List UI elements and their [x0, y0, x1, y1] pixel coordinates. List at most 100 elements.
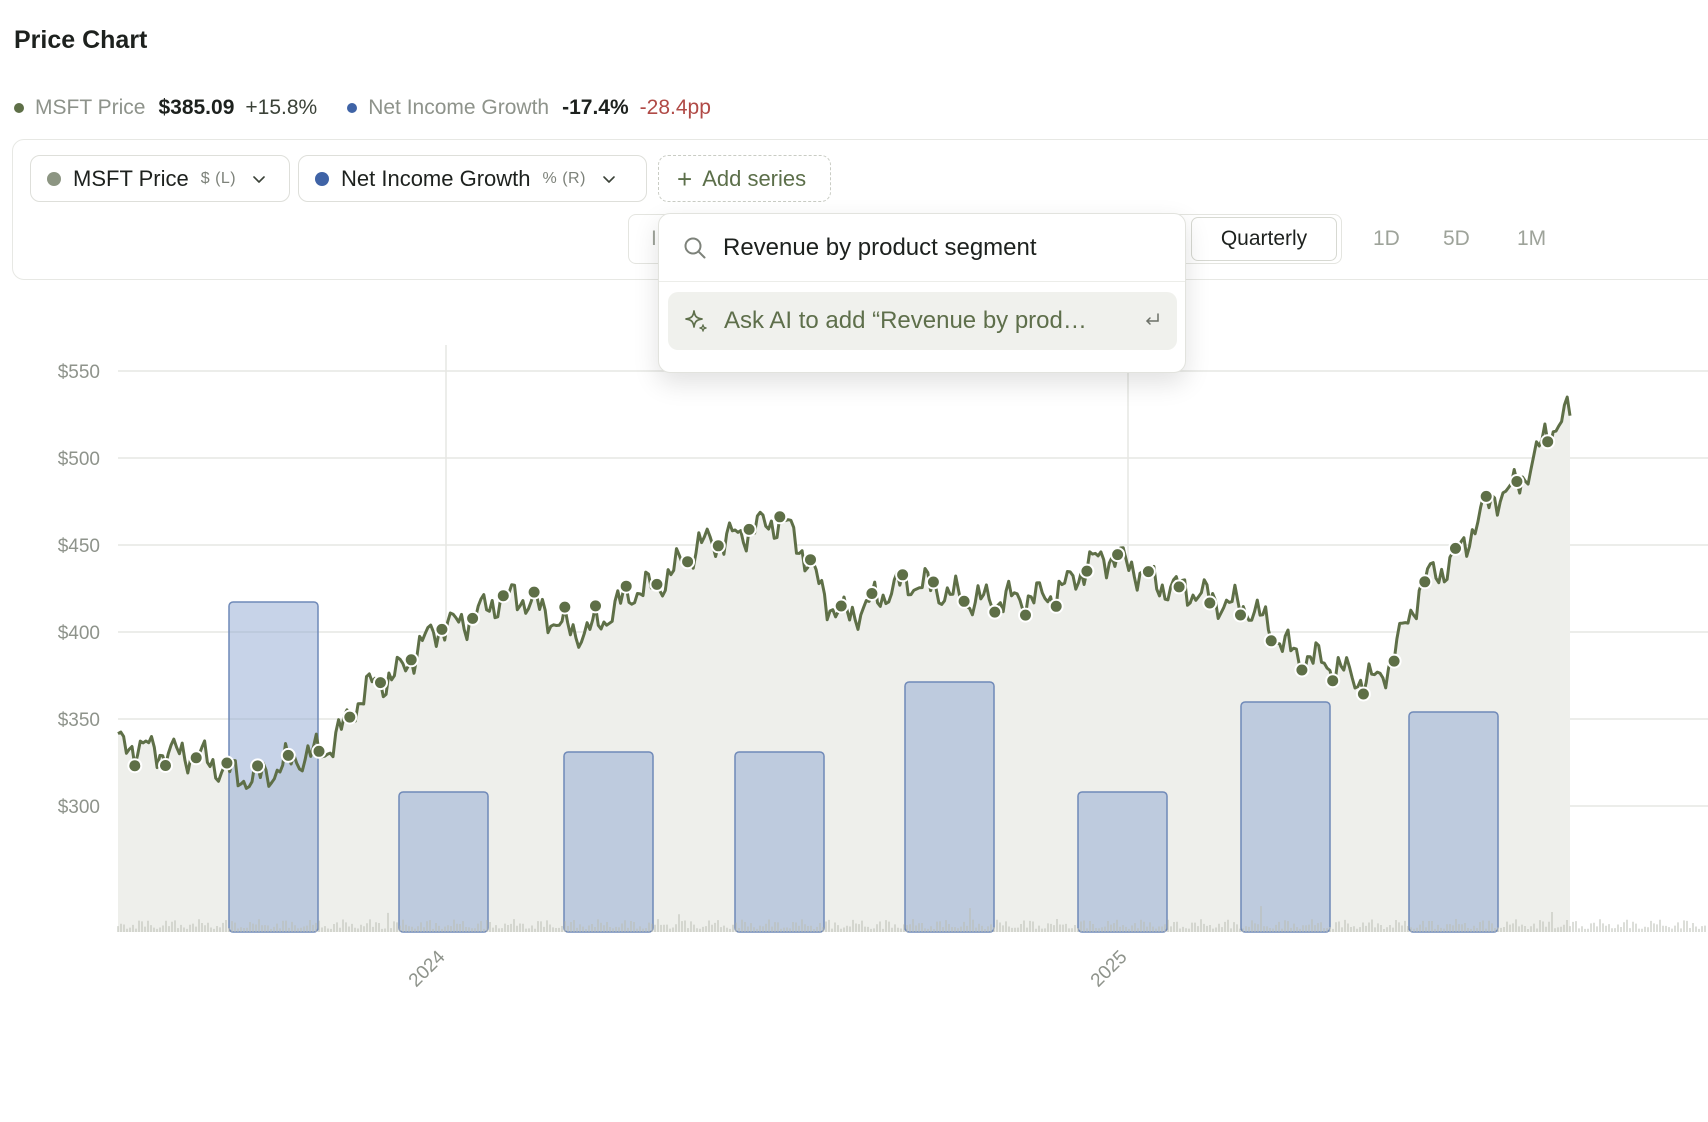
y-tick-label: $300: [58, 797, 100, 818]
price-area: [118, 397, 1570, 933]
net-income-growth-bar: [1240, 701, 1331, 933]
chip-label: Net Income Growth: [341, 165, 531, 191]
price-marker: [1478, 488, 1494, 504]
plus-icon: +: [677, 163, 693, 194]
price-marker: [219, 755, 235, 771]
chip-axis: $ (L): [200, 169, 237, 187]
legend-name-growth: Net Income Growth: [368, 96, 550, 119]
price-marker: [618, 578, 634, 594]
price-chart[interactable]: $300 $350 $400 $450 $500 $550 2024 2025: [0, 290, 1708, 1122]
chart-line-layer: [117, 395, 1572, 790]
ask-ai-add-label: Ask AI to add “Revenue by prod…: [724, 307, 1087, 334]
price-marker: [127, 758, 143, 774]
y-tick-label: $350: [58, 710, 100, 731]
chart-bar-layer: [228, 601, 1499, 933]
price-marker: [588, 598, 603, 614]
x-tick-label: 2024: [405, 946, 450, 991]
price-marker: [864, 586, 880, 601]
legend-change-growth: -28.4pp: [639, 96, 711, 119]
price-marker: [250, 758, 266, 774]
chip-label: MSFT Price: [73, 165, 189, 191]
price-marker: [495, 588, 511, 604]
price-marker: [342, 709, 358, 725]
price-marker: [1509, 474, 1525, 489]
chevron-down-icon[interactable]: [252, 172, 266, 186]
x-tick-label: 2025: [1087, 947, 1132, 992]
ask-ai-add-item[interactable]: Ask AI to add “Revenue by prod…: [668, 292, 1177, 350]
net-income-growth-bar: [904, 681, 995, 933]
price-marker: [710, 538, 726, 554]
y-tick-label: $550: [58, 362, 100, 383]
y-tick-label: $400: [58, 623, 100, 644]
legend-value-growth: -17.4%: [562, 96, 629, 119]
price-marker: [280, 747, 296, 763]
legend-row: MSFT Price $385.09 +15.8% Net Income Gro…: [14, 95, 741, 121]
price-marker: [158, 758, 173, 773]
price-marker: [680, 554, 696, 570]
price-marker: [741, 521, 757, 537]
price-marker: [925, 574, 941, 590]
price-marker: [465, 610, 481, 626]
price-marker: [1048, 598, 1064, 614]
range-1d-button[interactable]: 1D: [1373, 227, 1400, 250]
chart-y-axis: $300 $350 $400 $450 $500 $550: [58, 362, 100, 818]
price-marker: [1294, 662, 1310, 678]
price-marker: [311, 743, 327, 759]
series-search-input[interactable]: [723, 233, 1163, 262]
range-5d-button[interactable]: 5D: [1443, 227, 1470, 250]
price-marker: [1202, 595, 1218, 611]
price-marker: [1140, 564, 1156, 580]
legend-change-price: +15.8%: [245, 96, 318, 119]
sparkle-icon: [685, 310, 707, 332]
price-marker: [956, 593, 972, 609]
chevron-down-icon[interactable]: [602, 172, 616, 186]
price-marker: [526, 584, 542, 600]
net-income-growth-bar: [563, 751, 654, 933]
price-marker: [557, 599, 573, 615]
price-marker: [1386, 653, 1402, 669]
price-marker: [434, 621, 450, 637]
chip-dot: [47, 171, 61, 186]
chip-dot: [315, 171, 329, 186]
price-marker: [1079, 563, 1095, 579]
price-marker: [373, 675, 388, 691]
price-marker: [895, 567, 911, 583]
net-income-growth-bar: [1077, 791, 1168, 933]
legend-dot-price: [14, 103, 24, 113]
price-marker: [772, 509, 788, 525]
add-series-dropdown: Ask AI to add “Revenue by prod…: [658, 213, 1186, 373]
search-icon: [684, 237, 706, 258]
price-marker: [803, 552, 818, 568]
price-marker: [1018, 607, 1033, 623]
y-tick-label: $500: [58, 449, 100, 470]
page-title: Price Chart: [14, 26, 148, 54]
msft-price-line: [117, 395, 1572, 790]
price-marker: [1233, 607, 1248, 623]
legend-dot-growth: [347, 103, 358, 113]
chart-marker-layer: [127, 434, 1556, 774]
chip-axis: % (R): [542, 169, 586, 187]
chart-volume-layer: [117, 906, 1706, 932]
y-tick-label: $450: [58, 536, 100, 557]
legend-value-price: $385.09: [158, 96, 235, 119]
price-marker: [1263, 633, 1279, 649]
price-marker: [1355, 686, 1371, 702]
chart-x-axis: 2024 2025: [405, 946, 1132, 991]
period-option-hidden[interactable]: I: [651, 227, 657, 250]
price-marker: [1325, 673, 1341, 689]
net-income-growth-bar: [734, 751, 825, 933]
period-quarterly-button[interactable]: Quarterly: [1191, 217, 1337, 261]
enter-icon: [1146, 313, 1159, 325]
range-1m-button[interactable]: 1M: [1517, 227, 1547, 250]
series-chip-msft-price[interactable]: MSFT Price $ (L): [30, 155, 290, 202]
series-chip-net-income-growth[interactable]: Net Income Growth % (R): [298, 155, 647, 202]
price-marker: [649, 576, 665, 592]
add-series-button[interactable]: + Add series: [658, 155, 831, 202]
add-series-label: Add series: [702, 165, 807, 191]
dropdown-search-row: [659, 214, 1185, 282]
price-marker: [1171, 579, 1187, 595]
price-marker: [188, 750, 204, 766]
price-marker: [1110, 547, 1126, 563]
price-marker: [1417, 574, 1433, 590]
price-marker: [833, 598, 849, 614]
